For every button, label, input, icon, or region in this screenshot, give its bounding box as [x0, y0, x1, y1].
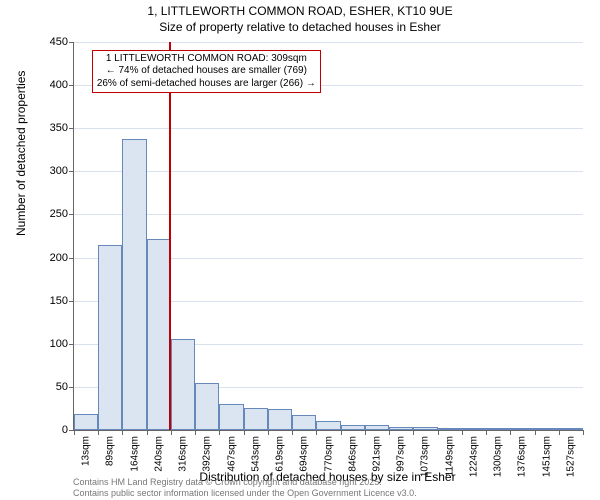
x-tick-mark: [389, 430, 390, 435]
x-tick-label: 846sqm: [347, 436, 358, 472]
y-tick-label: 300: [50, 165, 74, 177]
x-tick-label: 770sqm: [323, 436, 334, 472]
y-tick-label: 100: [50, 338, 74, 350]
x-tick-label: 240sqm: [153, 436, 164, 472]
gridline: [74, 171, 583, 172]
x-tick-label: 921sqm: [371, 436, 382, 472]
chart-title: 1, LITTLEWORTH COMMON ROAD, ESHER, KT10 …: [0, 0, 600, 35]
y-tick-label: 0: [62, 424, 74, 436]
x-tick-mark: [413, 430, 414, 435]
x-tick-label: 392sqm: [202, 436, 213, 472]
annotation-box: 1 LITTLEWORTH COMMON ROAD: 309sqm← 74% o…: [92, 50, 321, 94]
x-tick-mark: [510, 430, 511, 435]
histogram-bar: [341, 425, 365, 430]
y-tick-label: 250: [50, 208, 74, 220]
x-tick-label: 619sqm: [275, 436, 286, 472]
chart-container: 1, LITTLEWORTH COMMON ROAD, ESHER, KT10 …: [0, 0, 600, 500]
histogram-bar: [244, 408, 268, 430]
gridline: [74, 42, 583, 43]
histogram-bar: [268, 409, 292, 430]
annotation-line: 1 LITTLEWORTH COMMON ROAD: 309sqm: [97, 53, 316, 66]
histogram-bar: [219, 404, 243, 430]
x-tick-mark: [583, 430, 584, 435]
x-tick-mark: [195, 430, 196, 435]
x-tick-mark: [98, 430, 99, 435]
footer-line-1: Contains HM Land Registry data © Crown c…: [73, 477, 417, 487]
x-tick-mark: [244, 430, 245, 435]
x-tick-label: 13sqm: [81, 436, 92, 466]
x-tick-label: 467sqm: [226, 436, 237, 472]
marker-line: [169, 42, 171, 430]
annotation-line: 26% of semi-detached houses are larger (…: [97, 78, 316, 91]
plot-area: 05010015020025030035040045013sqm89sqm164…: [73, 42, 583, 431]
x-tick-mark: [559, 430, 560, 435]
histogram-bar: [559, 428, 583, 430]
histogram-bar: [122, 139, 146, 430]
y-tick-label: 400: [50, 79, 74, 91]
x-tick-mark: [438, 430, 439, 435]
x-tick-mark: [486, 430, 487, 435]
histogram-bar: [510, 428, 534, 430]
x-tick-mark: [219, 430, 220, 435]
y-axis-title: Number of detached properties: [14, 71, 28, 236]
histogram-bar: [98, 245, 122, 430]
histogram-bar: [195, 383, 219, 430]
x-tick-label: 316sqm: [178, 436, 189, 472]
footer-line-2: Contains public sector information licen…: [73, 488, 417, 498]
y-tick-label: 50: [56, 381, 74, 393]
y-tick-label: 150: [50, 295, 74, 307]
histogram-bar: [171, 339, 195, 430]
histogram-bar: [74, 414, 98, 430]
title-line-1: 1, LITTLEWORTH COMMON ROAD, ESHER, KT10 …: [0, 4, 600, 20]
y-tick-label: 350: [50, 122, 74, 134]
x-tick-mark: [147, 430, 148, 435]
histogram-bar: [147, 239, 171, 430]
x-tick-mark: [268, 430, 269, 435]
y-tick-label: 450: [50, 36, 74, 48]
annotation-line: ← 74% of detached houses are smaller (76…: [97, 65, 316, 78]
histogram-bar: [413, 427, 437, 430]
y-tick-label: 200: [50, 252, 74, 264]
x-tick-mark: [122, 430, 123, 435]
title-line-2: Size of property relative to detached ho…: [0, 20, 600, 36]
x-tick-label: 164sqm: [129, 436, 140, 472]
x-tick-mark: [316, 430, 317, 435]
x-tick-label: 543sqm: [250, 436, 261, 472]
histogram-bar: [292, 415, 316, 430]
x-tick-mark: [341, 430, 342, 435]
histogram-bar: [462, 428, 486, 430]
histogram-bar: [365, 425, 389, 430]
x-tick-label: 997sqm: [396, 436, 407, 472]
gridline: [74, 128, 583, 129]
histogram-bar: [535, 428, 559, 430]
x-tick-mark: [74, 430, 75, 435]
gridline: [74, 214, 583, 215]
histogram-bar: [438, 428, 462, 430]
histogram-bar: [316, 421, 340, 430]
x-tick-mark: [462, 430, 463, 435]
x-tick-mark: [171, 430, 172, 435]
histogram-bar: [389, 427, 413, 430]
x-tick-mark: [535, 430, 536, 435]
footer-attribution: Contains HM Land Registry data © Crown c…: [73, 477, 417, 498]
x-tick-mark: [292, 430, 293, 435]
x-tick-label: 89sqm: [105, 436, 116, 466]
x-tick-mark: [365, 430, 366, 435]
x-tick-label: 694sqm: [299, 436, 310, 472]
histogram-bar: [486, 428, 510, 430]
